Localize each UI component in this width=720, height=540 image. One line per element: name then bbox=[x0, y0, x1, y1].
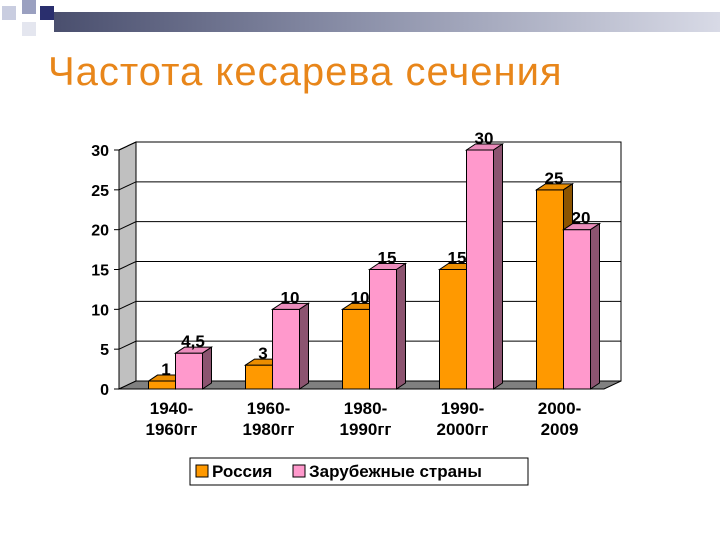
data-label: 1 bbox=[161, 360, 170, 379]
bar bbox=[439, 269, 467, 390]
x-tick-label: 1960- bbox=[247, 399, 290, 418]
y-tick-label: 25 bbox=[91, 183, 109, 200]
legend-swatch bbox=[195, 464, 209, 478]
legend-box bbox=[189, 457, 529, 486]
bar bbox=[272, 308, 300, 390]
y-tick-label: 5 bbox=[100, 342, 109, 359]
y-tick-label: 10 bbox=[91, 302, 109, 319]
bar bbox=[466, 149, 494, 390]
data-label: 15 bbox=[448, 249, 467, 268]
x-tick-label: 2009 bbox=[541, 420, 579, 439]
bar-side bbox=[202, 346, 212, 390]
corner-squares-decoration bbox=[0, 0, 60, 40]
bar bbox=[342, 308, 370, 390]
bar bbox=[175, 352, 203, 390]
y-tick-label: 0 bbox=[100, 382, 109, 399]
y-tick-label: 30 bbox=[91, 143, 109, 160]
x-tick-label: 2000гг bbox=[437, 420, 489, 439]
bar bbox=[563, 229, 591, 390]
x-tick-label: 1960гг bbox=[146, 420, 198, 439]
data-label: 10 bbox=[281, 288, 300, 307]
gridline bbox=[118, 261, 621, 270]
gridline bbox=[118, 141, 621, 151]
bar bbox=[536, 189, 564, 390]
x-tick-label: 1940- bbox=[150, 399, 193, 418]
legend-label: Россия bbox=[212, 462, 272, 481]
x-tick-label: 1980гг bbox=[243, 420, 295, 439]
data-label: 3 bbox=[258, 344, 267, 363]
slide-title: Частота кесарева сечения bbox=[48, 50, 563, 94]
bar-side bbox=[299, 302, 309, 390]
bar bbox=[369, 269, 397, 390]
legend-swatch bbox=[292, 464, 306, 478]
bar-side bbox=[493, 143, 503, 390]
data-label: 30 bbox=[475, 129, 494, 148]
bar bbox=[148, 380, 176, 390]
x-tick-label: 2000- bbox=[538, 399, 581, 418]
bar-side bbox=[590, 222, 600, 390]
x-tick-label: 1980- bbox=[344, 399, 387, 418]
x-tick-label: 1990гг bbox=[340, 420, 392, 439]
data-label: 15 bbox=[378, 249, 397, 268]
bar-side bbox=[396, 262, 406, 390]
gridline bbox=[118, 181, 621, 191]
gridline bbox=[118, 221, 621, 231]
title-bar-decoration bbox=[54, 12, 720, 32]
x-tick-label: 1990- bbox=[441, 399, 484, 418]
data-label: 25 bbox=[545, 169, 564, 188]
y-tick-label: 20 bbox=[91, 223, 109, 240]
data-label: 10 bbox=[351, 288, 370, 307]
bar bbox=[245, 364, 273, 390]
data-label: 4,5 bbox=[181, 332, 205, 351]
legend-label: Зарубежные страны bbox=[309, 462, 482, 481]
data-label: 20 bbox=[572, 209, 591, 228]
y-tick-label: 15 bbox=[91, 263, 109, 280]
